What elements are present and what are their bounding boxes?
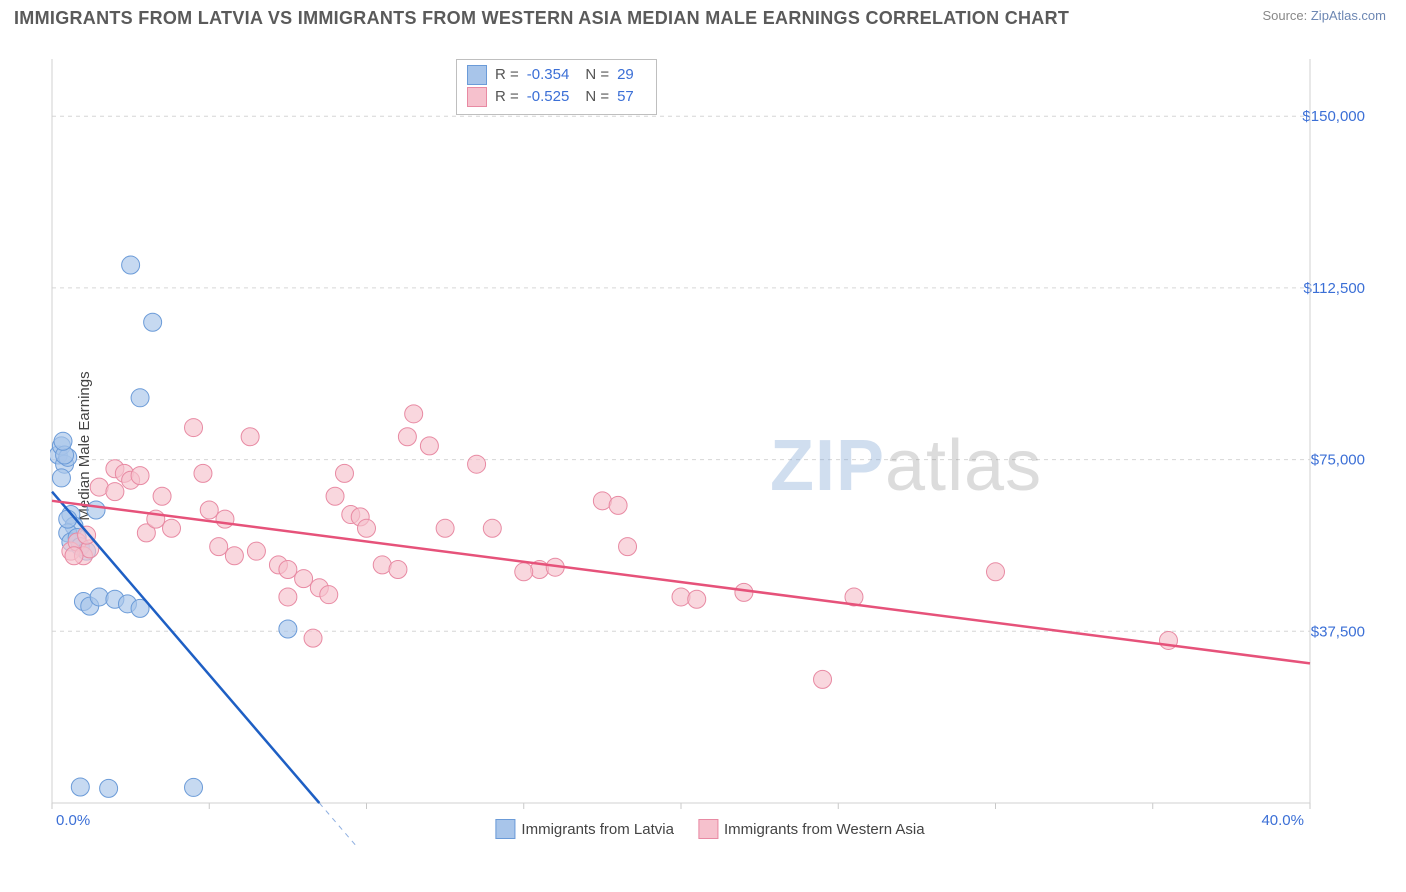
source-link[interactable]: ZipAtlas.com xyxy=(1311,8,1386,23)
svg-text:0.0%: 0.0% xyxy=(56,812,90,829)
source-attribution: Source: ZipAtlas.com xyxy=(1262,8,1386,23)
scatter-chart: $37,500$75,000$112,500$150,0000.0%40.0% … xyxy=(50,55,1370,845)
bottom-legend: Immigrants from Latvia Immigrants from W… xyxy=(495,819,924,839)
r-label: R = xyxy=(495,86,519,108)
legend-label-latvia: Immigrants from Latvia xyxy=(521,821,674,838)
legend-row-western-asia: R = -0.525 N = 57 xyxy=(467,86,642,108)
svg-text:$112,500: $112,500 xyxy=(1304,280,1365,297)
n-value-latvia: 29 xyxy=(617,64,634,86)
n-label: N = xyxy=(585,86,609,108)
chart-svg: $37,500 $75,000 $112,500 $150,000 0.0% 40.0% xyxy=(50,55,1370,845)
r-label: R = xyxy=(495,64,519,86)
svg-text:40.0%: 40.0% xyxy=(1261,812,1304,829)
swatch-western-asia xyxy=(467,87,487,107)
svg-text:$37,500: $37,500 xyxy=(1311,623,1365,640)
n-value-western-asia: 57 xyxy=(617,86,634,108)
svg-text:$150,000: $150,000 xyxy=(1302,108,1365,125)
r-value-western-asia: -0.525 xyxy=(527,86,570,108)
swatch-latvia xyxy=(467,65,487,85)
swatch-latvia xyxy=(495,819,515,839)
swatch-western-asia xyxy=(698,819,718,839)
r-value-latvia: -0.354 xyxy=(527,64,570,86)
legend-item-western-asia: Immigrants from Western Asia xyxy=(698,819,925,839)
legend-row-latvia: R = -0.354 N = 29 xyxy=(467,64,642,86)
legend-label-western-asia: Immigrants from Western Asia xyxy=(724,821,925,838)
svg-text:$75,000: $75,000 xyxy=(1311,452,1365,469)
source-prefix: Source: xyxy=(1262,8,1310,23)
n-label: N = xyxy=(585,64,609,86)
legend-item-latvia: Immigrants from Latvia xyxy=(495,819,674,839)
correlation-legend: R = -0.354 N = 29 R = -0.525 N = 57 xyxy=(456,59,657,115)
chart-title: IMMIGRANTS FROM LATVIA VS IMMIGRANTS FRO… xyxy=(14,8,1069,29)
